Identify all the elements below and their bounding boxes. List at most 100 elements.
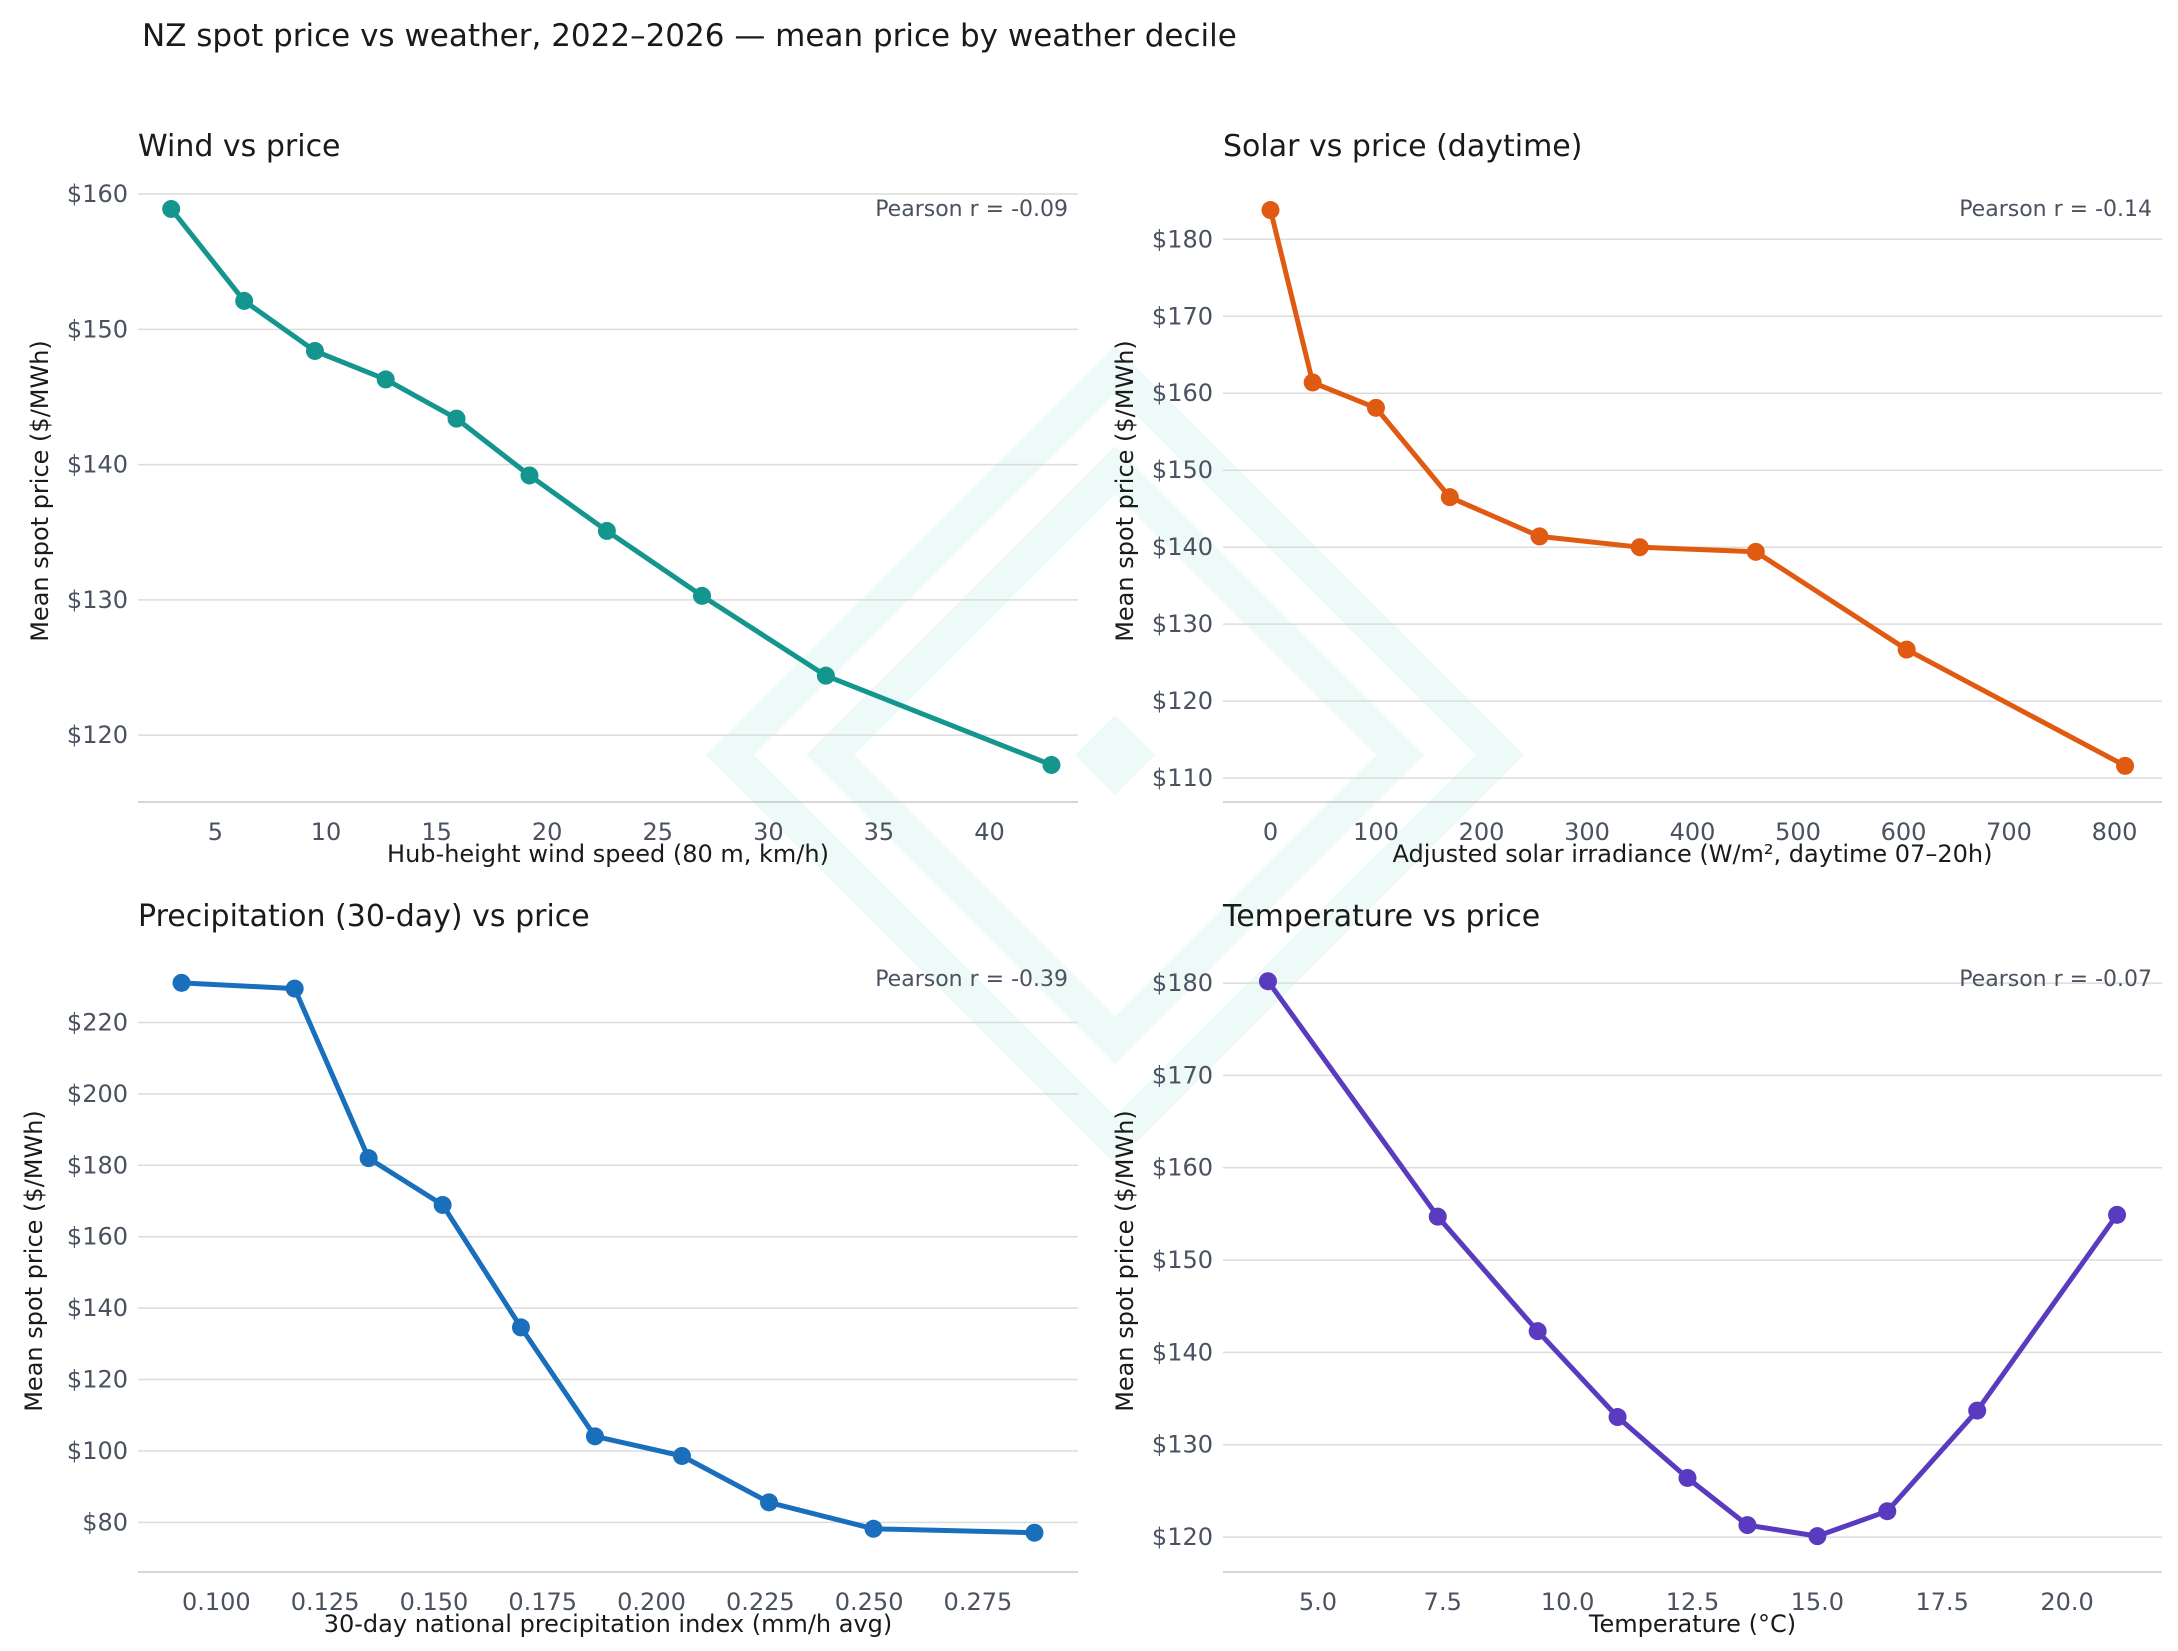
x-axis-label: Adjusted solar irradiance (W/m², daytime… bbox=[1393, 840, 1993, 868]
y-tick-label: $170 bbox=[1152, 302, 1213, 330]
data-point bbox=[1366, 398, 1385, 417]
data-point bbox=[816, 666, 835, 685]
data-point bbox=[1258, 972, 1277, 991]
x-tick-label: 7.5 bbox=[1424, 1588, 1462, 1616]
data-point bbox=[2116, 756, 2135, 775]
y-tick-label: $150 bbox=[1152, 456, 1213, 484]
x-tick-label: 20 bbox=[532, 818, 563, 846]
x-tick-label: 0.250 bbox=[835, 1588, 904, 1616]
x-tick-label: 5.0 bbox=[1299, 1588, 1337, 1616]
y-axis-label: Mean spot price ($/MWh) bbox=[20, 1110, 48, 1412]
data-point bbox=[585, 1427, 604, 1446]
data-point bbox=[1968, 1401, 1987, 1420]
x-tick-label: 12.5 bbox=[1666, 1588, 1719, 1616]
x-tick-label: 300 bbox=[1564, 818, 1610, 846]
series-line bbox=[1268, 207, 2128, 769]
data-point bbox=[447, 409, 466, 428]
x-tick-label: 10.0 bbox=[1541, 1588, 1594, 1616]
data-point bbox=[172, 973, 191, 992]
data-point bbox=[597, 521, 616, 540]
y-axis-label: Mean spot price ($/MWh) bbox=[1111, 1110, 1139, 1412]
x-tick-label: 10 bbox=[311, 818, 342, 846]
chart-panel-3: $80 $100 $120 $140 $160 $180 $200 $220 0.100 0.12… bbox=[20, 899, 1078, 1638]
y-tick-label: $160 bbox=[67, 180, 128, 208]
y-tick-label: $180 bbox=[67, 1151, 128, 1179]
y-tick-label: $150 bbox=[67, 315, 128, 343]
y-tick-label: $140 bbox=[67, 451, 128, 479]
series-line bbox=[168, 206, 1054, 768]
watermark-logo bbox=[705, 345, 1525, 1165]
x-tick-label: 30 bbox=[753, 818, 784, 846]
x-tick-label: 20.0 bbox=[2040, 1588, 2093, 1616]
x-tick-label: 400 bbox=[1670, 818, 1716, 846]
y-tick-label: $120 bbox=[1152, 1523, 1213, 1551]
panel-title: Solar vs price (daytime) bbox=[1223, 129, 1582, 164]
y-tick-label: $120 bbox=[1152, 687, 1213, 715]
x-tick-label: 15 bbox=[421, 818, 452, 846]
data-point bbox=[1303, 373, 1322, 392]
figure-title: NZ spot price vs weather, 2022–2026 — me… bbox=[142, 18, 1237, 54]
y-tick-label: $140 bbox=[67, 1294, 128, 1322]
y-tick-label: $120 bbox=[67, 721, 128, 749]
data-point bbox=[359, 1149, 378, 1168]
data-point bbox=[1428, 1207, 1447, 1226]
y-tick-label: $160 bbox=[67, 1223, 128, 1251]
data-point bbox=[235, 291, 254, 310]
data-point bbox=[1608, 1408, 1627, 1427]
x-axis-label: Hub-height wind speed (80 m, km/h) bbox=[387, 840, 829, 868]
data-point bbox=[162, 199, 181, 218]
y-tick-label: $140 bbox=[1152, 533, 1213, 561]
y-tick-label: $160 bbox=[1152, 1154, 1213, 1182]
x-tick-label: 40 bbox=[974, 818, 1005, 846]
y-tick-label: $120 bbox=[67, 1366, 128, 1394]
data-point bbox=[511, 1318, 530, 1337]
y-tick-label: $130 bbox=[1152, 610, 1213, 638]
x-axis-label: 30-day national precipitation index (mm/… bbox=[324, 1610, 893, 1638]
x-tick-label: 0.175 bbox=[508, 1588, 577, 1616]
y-tick-label: $200 bbox=[67, 1080, 128, 1108]
data-point bbox=[1025, 1523, 1044, 1542]
x-tick-label: 17.5 bbox=[1916, 1588, 1969, 1616]
panel-title: Wind vs price bbox=[138, 129, 341, 164]
x-tick-label: 0.150 bbox=[400, 1588, 469, 1616]
x-tick-label: 0.200 bbox=[617, 1588, 686, 1616]
y-tick-label: $130 bbox=[1152, 1431, 1213, 1459]
y-axis-label: Mean spot price ($/MWh) bbox=[1111, 340, 1139, 642]
data-point bbox=[1440, 488, 1459, 507]
data-point bbox=[693, 586, 711, 605]
data-point bbox=[1878, 1502, 1897, 1521]
data-point bbox=[760, 1493, 779, 1512]
y-tick-label: $180 bbox=[1152, 225, 1213, 253]
y-tick-label: $130 bbox=[67, 586, 128, 614]
x-tick-label: 0.225 bbox=[726, 1588, 795, 1616]
data-point bbox=[1261, 201, 1280, 220]
x-tick-label: 25 bbox=[642, 818, 673, 846]
x-tick-label: 600 bbox=[1881, 818, 1927, 846]
y-tick-label: $160 bbox=[1152, 379, 1213, 407]
data-point bbox=[1678, 1468, 1697, 1487]
x-tick-label: 35 bbox=[864, 818, 895, 846]
data-point bbox=[1897, 640, 1916, 659]
x-axis-label: Temperature (°C) bbox=[1588, 1610, 1796, 1638]
data-point bbox=[1808, 1527, 1827, 1546]
chart-panel-4: $120 $130 $140 $150 $160 $170 $180 5.0 7.5 10.0 12… bbox=[1111, 899, 2162, 1638]
chart-panel-2: $110 $120 $130 $140 $150 $160 $170 $180 0 100 200 3… bbox=[1111, 129, 2162, 868]
y-tick-label: $150 bbox=[1152, 1246, 1213, 1274]
pearson-annotation: Pearson r = -0.09 bbox=[875, 197, 1068, 222]
pearson-annotation: Pearson r = -0.07 bbox=[1959, 967, 2152, 992]
data-point bbox=[1528, 1322, 1547, 1341]
panel-title: Precipitation (30-day) vs price bbox=[138, 899, 590, 934]
data-point bbox=[1746, 542, 1765, 561]
data-point bbox=[433, 1195, 452, 1214]
y-tick-label: $80 bbox=[82, 1508, 128, 1536]
x-tick-label: 15.0 bbox=[1791, 1588, 1844, 1616]
x-tick-label: 700 bbox=[1986, 818, 2032, 846]
data-point bbox=[1630, 538, 1649, 557]
chart-panels: $120 $130 $140 $150 $160 5 10 15 20 25 30 35 40 Wind … bbox=[20, 129, 2162, 1638]
x-tick-label: 500 bbox=[1775, 818, 1821, 846]
pearson-annotation: Pearson r = -0.14 bbox=[1959, 197, 2152, 222]
series-line bbox=[179, 980, 1037, 1536]
x-tick-label: 200 bbox=[1459, 818, 1505, 846]
